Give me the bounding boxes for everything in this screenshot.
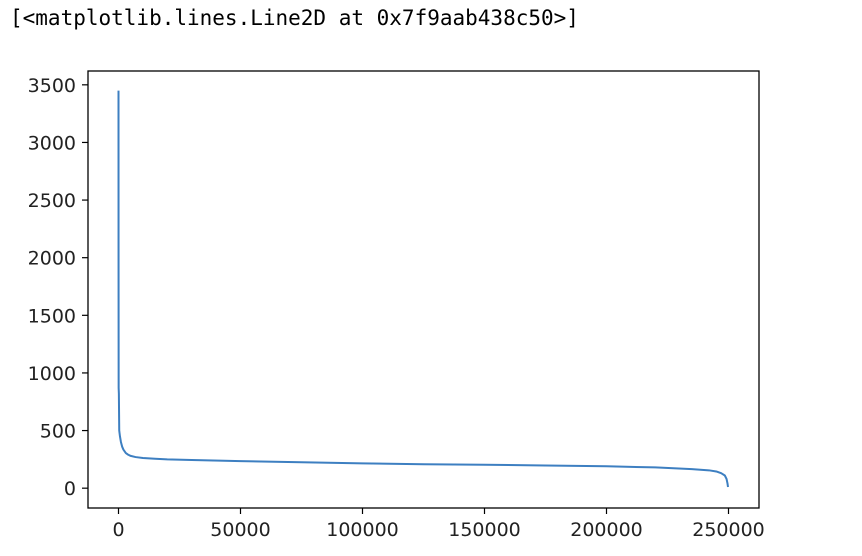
y-axis: 0 500 1000 1500 2000 2500 3000 3500 [28, 75, 88, 500]
y-tick-label: 500 [40, 421, 76, 443]
y-tick-label: 2500 [28, 190, 76, 212]
y-tick-label: 1500 [28, 305, 76, 327]
x-tick-label: 150000 [448, 519, 521, 541]
x-axis: 0 50000 100000 150000 200000 250000 [112, 508, 765, 541]
y-tick-label: 2000 [28, 248, 76, 270]
axes-frame [87, 70, 760, 509]
series-line-0 [117, 90, 730, 488]
x-tick-label: 50000 [210, 519, 270, 541]
output-repr-text: [<matplotlib.lines.Line2D at 0x7f9aab438… [10, 6, 579, 30]
y-tick-label: 3000 [28, 132, 76, 154]
y-tick-label: 3500 [28, 75, 76, 97]
x-tick-label: 250000 [692, 519, 765, 541]
plot-area [117, 90, 730, 488]
y-tick-label: 1000 [28, 363, 76, 385]
y-tick-label: 0 [64, 478, 76, 500]
x-tick-label: 200000 [570, 519, 643, 541]
x-tick-label: 100000 [326, 519, 399, 541]
x-tick-label: 0 [112, 519, 124, 541]
